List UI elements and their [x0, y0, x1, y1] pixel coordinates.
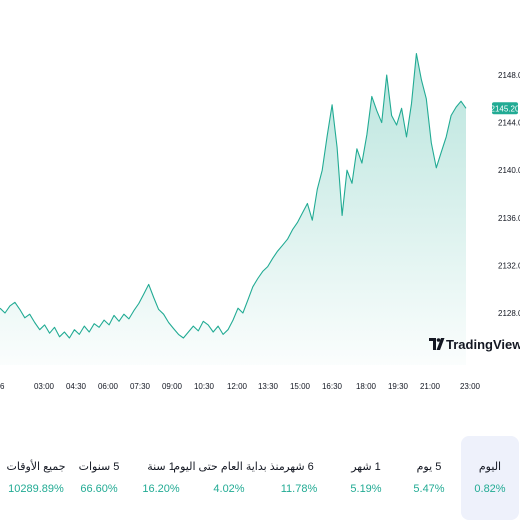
x-tick-label: 06:00 [98, 382, 119, 391]
y-tick-label: 2136.00 [498, 214, 520, 223]
tradingview-logo-text: TradingView [446, 337, 520, 352]
period-performance-bar: جميع الأوقات 10289.89% 5 سنوات 66.60% 1 سنة 1… [0, 436, 520, 520]
period-change-value: 11.78% [280, 483, 318, 495]
tradingview-logo[interactable]: TradingView [429, 337, 520, 352]
y-axis: 2128.00 2132.00 2136.00 2140.00 2144.00 2148.… [498, 71, 520, 318]
period-label: 6 شهر [284, 461, 314, 473]
period-change-value: 4.02% [213, 483, 245, 495]
x-tick-label: 19:30 [388, 382, 409, 391]
x-axis: 6 03:00 04:30 06:00 07:30 09:00 10:30 12:00 13:3… [0, 382, 481, 391]
price-area-fill [0, 53, 466, 365]
period-change-value: 5.47% [413, 483, 445, 495]
x-tick-label: 23:00 [460, 382, 481, 391]
period-label: 5 سنوات [78, 461, 120, 473]
x-tick-label: 15:00 [290, 382, 311, 391]
x-tick-label: 18:00 [356, 382, 377, 391]
period-label: 5 يوم [416, 461, 442, 473]
y-tick-label: 2132.00 [498, 261, 520, 270]
period-tab[interactable]: 1 سنة 16.20% [130, 436, 192, 520]
period-change-value: 0.82% [474, 483, 506, 495]
period-tab[interactable]: منذ بداية العام حتى اليوم 4.02% [173, 436, 284, 520]
x-tick-label: 03:00 [34, 382, 55, 391]
period-tab[interactable]: 5 سنوات 66.60% [68, 436, 130, 520]
period-label: 1 شهر [351, 461, 381, 473]
price-chart[interactable]: 2128.00 2132.00 2136.00 2140.00 2144.00 2148.… [0, 0, 520, 400]
period-tab[interactable]: 5 يوم 5.47% [398, 436, 460, 520]
x-tick-label: 6 [0, 382, 5, 391]
period-label: 1 سنة [147, 461, 175, 473]
y-tick-label: 2140.00 [498, 166, 520, 175]
tradingview-logo-icon [429, 338, 445, 350]
period-change-value: 10289.89% [8, 483, 64, 495]
last-price-label: 2145.20 [491, 104, 520, 113]
price-line [0, 53, 467, 339]
y-tick-label: 2148.00 [498, 71, 520, 80]
period-change-value: 5.19% [350, 483, 382, 495]
x-tick-label: 10:30 [194, 382, 215, 391]
period-change-value: 16.20% [142, 483, 180, 495]
x-tick-label: 13:30 [258, 382, 279, 391]
period-change-value: 66.60% [80, 483, 118, 495]
period-tab[interactable]: 6 شهر 11.78% [268, 436, 330, 520]
x-tick-label: 04:30 [66, 382, 87, 391]
x-tick-label: 07:30 [130, 382, 151, 391]
x-tick-label: 09:00 [162, 382, 183, 391]
x-tick-label: 16:30 [322, 382, 343, 391]
period-label: منذ بداية العام حتى اليوم [173, 461, 285, 473]
period-tab[interactable]: 1 شهر 5.19% [335, 436, 397, 520]
y-tick-label: 2144.00 [498, 119, 520, 128]
x-tick-label: 12:00 [227, 382, 248, 391]
period-tab[interactable]: اليوم 0.82% [461, 436, 519, 520]
period-label: جميع الأوقات [6, 461, 66, 473]
y-tick-label: 2128.00 [498, 309, 520, 318]
x-tick-label: 21:00 [420, 382, 441, 391]
period-label: اليوم [478, 461, 502, 473]
last-price-badge: 2145.20 [491, 102, 520, 115]
period-tab[interactable]: جميع الأوقات 10289.89% [5, 436, 67, 520]
